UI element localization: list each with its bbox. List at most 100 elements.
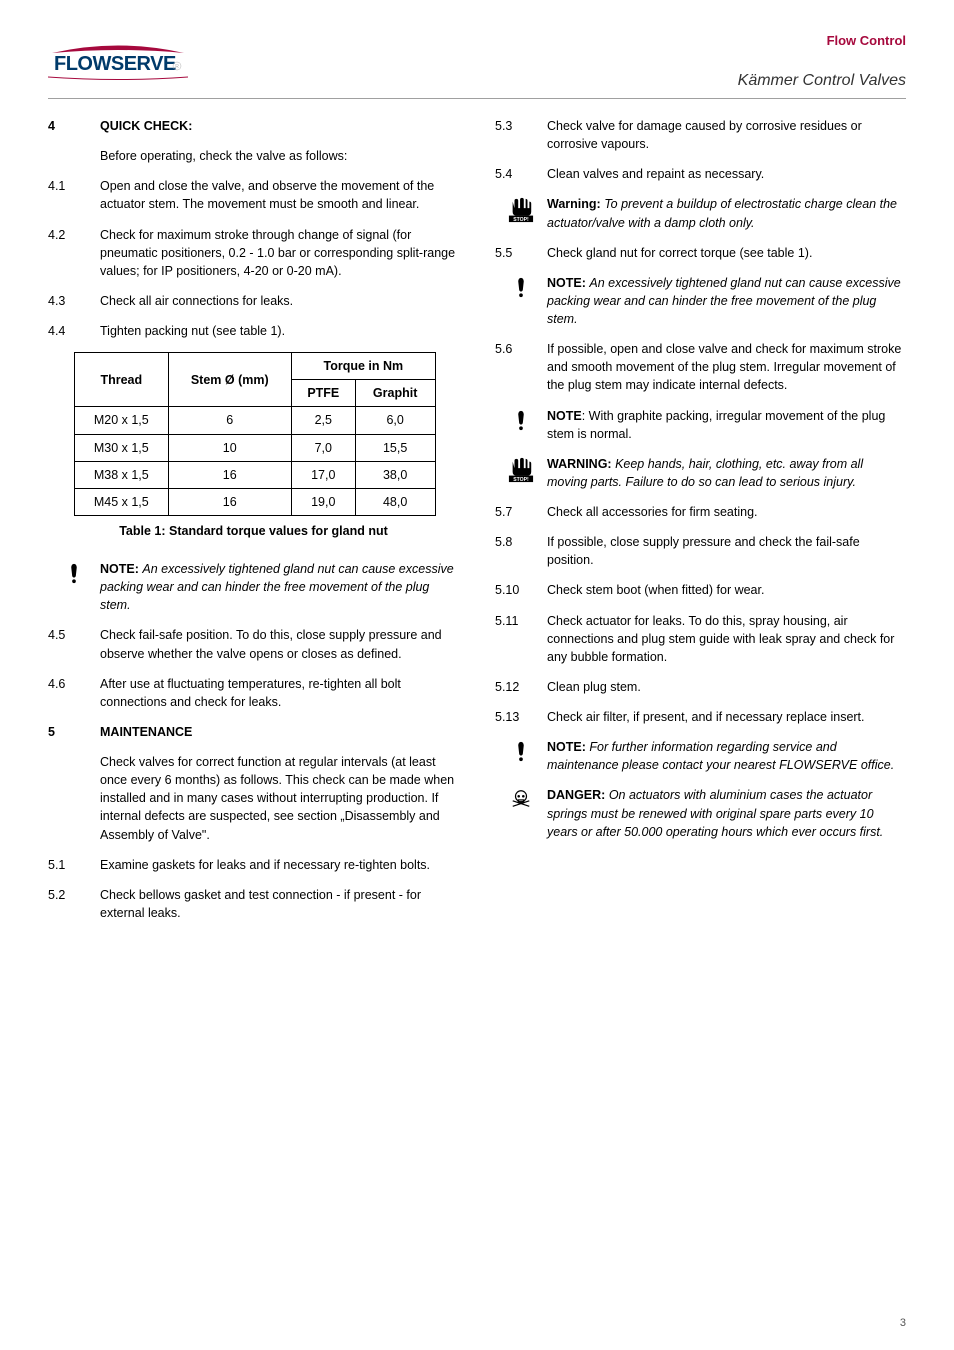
item-number: 5.8 [495, 533, 547, 569]
item-text: Clean plug stem. [547, 678, 906, 696]
item-text: After use at fluctuating temperatures, r… [100, 675, 459, 711]
item-number: 5.6 [495, 340, 547, 394]
item-5-12: 5.12 Clean plug stem. [495, 678, 906, 696]
note-text: An excessively tightened gland nut can c… [547, 276, 901, 326]
svg-text:FLOWSERVE: FLOWSERVE [54, 53, 176, 75]
item-text: If possible, open and close valve and ch… [547, 340, 906, 394]
svg-text:STOP!: STOP! [513, 218, 529, 224]
stop-hand-icon: STOP! [495, 195, 547, 231]
item-5-6: 5.6 If possible, open and close valve an… [495, 340, 906, 394]
item-5-3: 5.3 Check valve for damage caused by cor… [495, 117, 906, 153]
th-graphit: Graphit [355, 380, 435, 407]
header-rule [48, 98, 906, 99]
item-text: Check for maximum stroke through change … [100, 226, 459, 280]
danger-springs: DANGER: On actuators with aluminium case… [495, 786, 906, 840]
cell-graphit: 48,0 [355, 488, 435, 515]
note-label: NOTE: [100, 562, 139, 576]
section-4-heading: 4 QUICK CHECK: [48, 117, 459, 135]
cell-stem: 10 [168, 434, 291, 461]
item-text: Clean valves and repaint as necessary. [547, 165, 906, 183]
item-text: Examine gaskets for leaks and if necessa… [100, 856, 459, 874]
item-text: Check air filter, if present, and if nec… [547, 708, 906, 726]
note-text: For further information regarding servic… [547, 740, 894, 772]
item-text: Check all accessories for firm seating. [547, 503, 906, 521]
exclamation-icon [495, 738, 547, 774]
right-column: 5.3 Check valve for damage caused by cor… [495, 117, 906, 934]
section-4-intro: Before operating, check the valve as fol… [100, 147, 459, 165]
cell-thread: M20 x 1,5 [75, 407, 169, 434]
item-number: 4.2 [48, 226, 100, 280]
cell-thread: M38 x 1,5 [75, 461, 169, 488]
page-number: 3 [900, 1316, 906, 1332]
section-5-heading: 5 MAINTENANCE [48, 723, 459, 741]
exclamation-icon [495, 274, 547, 328]
warn-hands: STOP! WARNING: Keep hands, hair, clothin… [495, 455, 906, 491]
item-5-5: 5.5 Check gland nut for correct torque (… [495, 244, 906, 262]
cell-ptfe: 19,0 [291, 488, 355, 515]
note-label: NOTE: [547, 740, 586, 754]
table-row: M20 x 1,5 6 2,5 6,0 [75, 407, 436, 434]
item-text: Check bellows gasket and test connection… [100, 886, 459, 922]
note-gland-nut: NOTE: An excessively tightened gland nut… [48, 560, 459, 614]
note-label: NOTE: [547, 276, 586, 290]
exclamation-icon [48, 560, 100, 614]
flow-control-label: Flow Control [738, 32, 906, 51]
item-number: 5.3 [495, 117, 547, 153]
cell-ptfe: 7,0 [291, 434, 355, 461]
item-text: If possible, close supply pressure and c… [547, 533, 906, 569]
content-columns: 4 QUICK CHECK: Before operating, check t… [48, 117, 906, 934]
th-torque: Torque in Nm [291, 353, 435, 380]
item-5-11: 5.11 Check actuator for leaks. To do thi… [495, 612, 906, 666]
note-graphite: NOTE: With graphite packing, irregular m… [495, 407, 906, 443]
item-number: 5.13 [495, 708, 547, 726]
item-number: 5.1 [48, 856, 100, 874]
note-label: NOTE [547, 409, 582, 423]
left-column: 4 QUICK CHECK: Before operating, check t… [48, 117, 459, 934]
item-4-3: 4.3 Check all air connections for leaks. [48, 292, 459, 310]
item-text: Check actuator for leaks. To do this, sp… [547, 612, 906, 666]
item-number: 5.5 [495, 244, 547, 262]
item-5-1: 5.1 Examine gaskets for leaks and if nec… [48, 856, 459, 874]
stop-hand-icon: STOP! [495, 455, 547, 491]
item-5-4: 5.4 Clean valves and repaint as necessar… [495, 165, 906, 183]
skull-danger-icon [495, 786, 547, 840]
item-number: 5.2 [48, 886, 100, 922]
th-thread: Thread [75, 353, 169, 407]
cell-graphit: 38,0 [355, 461, 435, 488]
cell-thread: M30 x 1,5 [75, 434, 169, 461]
item-number: 5.11 [495, 612, 547, 666]
item-5-8: 5.8 If possible, close supply pressure a… [495, 533, 906, 569]
item-text: Check valve for damage caused by corrosi… [547, 117, 906, 153]
note-gland-right: NOTE: An excessively tightened gland nut… [495, 274, 906, 328]
item-text: Check gland nut for correct torque (see … [547, 244, 906, 262]
th-ptfe: PTFE [291, 380, 355, 407]
item-number: 4.5 [48, 626, 100, 662]
item-4-4: 4.4 Tighten packing nut (see table 1). [48, 322, 459, 340]
section-number: 5 [48, 723, 100, 741]
cell-ptfe: 17,0 [291, 461, 355, 488]
item-5-13: 5.13 Check air filter, if present, and i… [495, 708, 906, 726]
item-text: Check all air connections for leaks. [100, 292, 459, 310]
section-title: QUICK CHECK: [100, 117, 192, 135]
item-number: 5.7 [495, 503, 547, 521]
th-stem: Stem Ø (mm) [168, 353, 291, 407]
item-number: 5.4 [495, 165, 547, 183]
section-number: 4 [48, 117, 100, 135]
item-number: 5.12 [495, 678, 547, 696]
svg-text:STOP!: STOP! [513, 477, 529, 483]
item-number: 4.3 [48, 292, 100, 310]
item-4-6: 4.6 After use at fluctuating temperature… [48, 675, 459, 711]
cell-stem: 16 [168, 461, 291, 488]
warning-label: WARNING: [547, 457, 612, 471]
note-text: : With graphite packing, irregular movem… [547, 409, 885, 441]
table-row: M30 x 1,5 10 7,0 15,5 [75, 434, 436, 461]
item-5-2: 5.2 Check bellows gasket and test connec… [48, 886, 459, 922]
cell-thread: M45 x 1,5 [75, 488, 169, 515]
section-title: MAINTENANCE [100, 723, 192, 741]
product-line-label: Kämmer Control Valves [738, 69, 906, 92]
cell-graphit: 15,5 [355, 434, 435, 461]
item-5-10: 5.10 Check stem boot (when fitted) for w… [495, 581, 906, 599]
item-text: Check fail-safe position. To do this, cl… [100, 626, 459, 662]
cell-graphit: 6,0 [355, 407, 435, 434]
warning-label: Warning: [547, 197, 601, 211]
